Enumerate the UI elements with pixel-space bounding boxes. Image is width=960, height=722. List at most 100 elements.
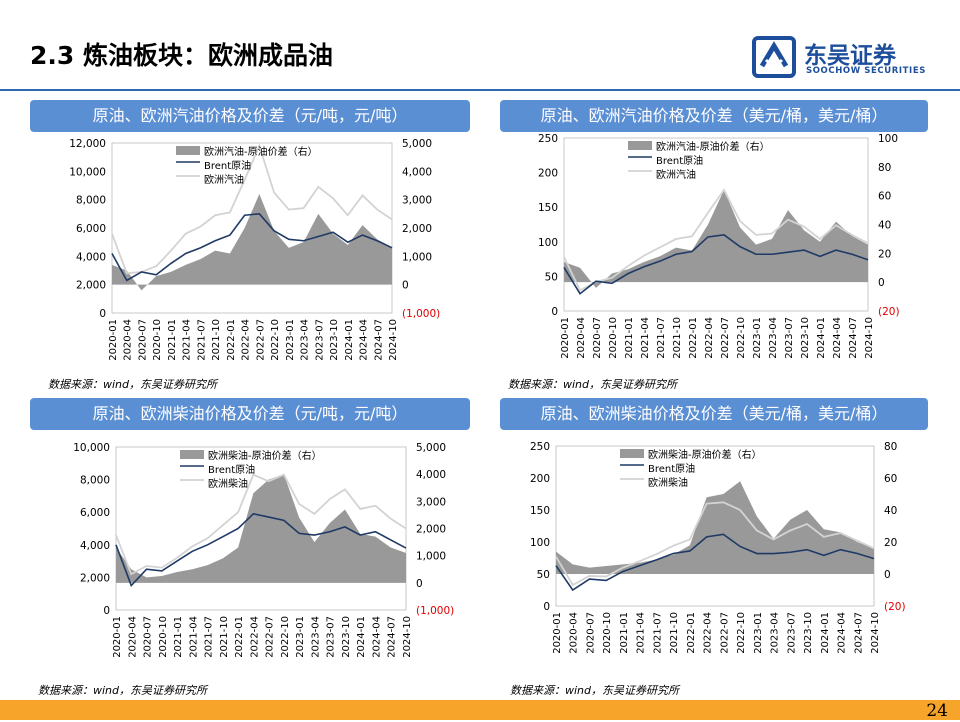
left-tick-label: 12,000 [69,138,106,150]
left-tick-label: 100 [530,537,550,549]
x-tick-label: 2020-07 [592,317,603,359]
source-note-1: 数据来源：wind，东吴证券研究所 [48,378,218,391]
x-tick-label: 2024-04 [371,616,382,658]
right-tick-label: 40 [878,220,891,232]
right-tick-label: 0 [884,569,891,581]
right-tick-label: 3,000 [416,496,446,508]
x-tick-label: 2022-10 [270,319,281,361]
spread-area [556,481,874,574]
x-tick-label: 2023-01 [752,317,763,359]
chart-1-header: 原油、欧洲汽油价格及价差（元/吨，元/吨） [30,100,470,132]
x-tick-label: 2024-04 [837,612,848,654]
left-tick-label: 2,000 [80,572,110,584]
right-tick-label: 5,000 [416,442,446,454]
left-tick-label: 8,000 [76,195,106,207]
page-number: 24 [926,701,948,721]
x-tick-label: 2022-07 [265,616,276,658]
left-tick-label: 4,000 [76,251,106,263]
left-tick-label: 150 [538,202,558,214]
right-tick-label: 60 [884,473,897,485]
legend-label: 欧洲汽油-原油价差（右） [656,140,770,153]
plot-frame [563,137,869,312]
legend-label: 欧洲汽油 [656,168,696,181]
left-tick-label: 50 [537,569,550,581]
x-tick-label: 2020-10 [152,319,163,361]
chart-gasoline-rmb: 0 2,000 4,000 6,000 8,000 10,000 12,000 (1,000)… [69,138,440,361]
left-tick-label: 10,000 [69,166,106,178]
right-tick-label: 20 [878,248,891,260]
source-note-4: 数据来源：wind，东吴证券研究所 [510,684,680,697]
x-tick-label: 2021-07 [196,319,207,361]
x-tick-label: 2020-01 [108,319,119,361]
x-tick-label: 2022-04 [249,616,260,658]
left-tick-label: 10,000 [73,442,110,454]
legend-label: Brent原油 [204,159,251,172]
left-tick-label: 6,000 [76,223,106,235]
legend-label: 欧洲汽油 [204,173,244,186]
x-tick-label: 2024-07 [387,616,398,658]
left-tick-label: 2,000 [76,280,106,292]
left-tick-label: 0 [103,605,110,617]
x-tick-label: 2020-01 [560,317,571,359]
x-tick-label: 2021-04 [188,616,199,658]
chart-4-header: 原油、欧洲柴油价格及价差（美元/桶，美元/桶） [500,398,928,430]
right-tick-label: 4,000 [416,469,446,481]
x-tick-label: 2021-04 [636,612,647,654]
chart-diesel-rmb: 0 2,000 4,000 6,000 8,000 10,000 (1,000) 0 1,000… [73,442,454,658]
x-tick-label: 2023-07 [314,319,325,361]
x-tick-label: 2022-04 [704,317,715,359]
x-tick-label: 2024-01 [816,317,827,359]
left-tick-label: 0 [551,306,558,318]
x-tick-label: 2023-10 [341,616,352,658]
x-tick-label: 2020-04 [569,612,580,654]
legend-label: 欧洲柴油 [648,476,688,489]
x-tick-label: 2023-01 [285,319,296,361]
x-tick-label: 2024-01 [356,616,367,658]
right-tick-label: 1,000 [402,251,432,263]
x-tick-label: 2022-07 [719,612,730,654]
x-tick-label: 2022-10 [280,616,291,658]
x-tick-label: 2022-01 [234,616,245,658]
header-divider [0,89,960,91]
source-note-3: 数据来源：wind，东吴证券研究所 [38,684,208,697]
right-tick-label: 4,000 [402,166,432,178]
left-tick-label: 8,000 [80,475,110,487]
legend-spread-swatch [628,141,652,150]
chart-3-header: 原油、欧洲柴油价格及价差（元/吨，元/吨） [30,398,470,430]
x-tick-label: 2024-10 [402,616,413,658]
chart-gasoline-usd: 0 50 100 150 200 250 (20) 0 20 40 60 80 100 2020-01 20… [538,133,900,359]
brent-line [115,512,407,588]
left-tick-label: 250 [538,133,558,145]
left-tick-label: 6,000 [80,507,110,519]
x-tick-label: 2021-07 [656,317,667,359]
right-tick-label: 3,000 [402,195,432,207]
right-tick-label: (1,000) [416,605,454,617]
x-tick-label: 2022-07 [720,317,731,359]
spread-area [116,474,406,583]
left-tick-label: 0 [99,308,106,320]
x-tick-label: 2024-01 [820,612,831,654]
x-tick-label: 2020-04 [123,319,134,361]
left-tick-label: 200 [538,168,558,180]
x-tick-label: 2024-04 [832,317,843,359]
x-tick-label: 2023-07 [786,612,797,654]
x-tick-label: 2021-01 [624,317,635,359]
x-tick-label: 2024-04 [359,319,370,361]
product-line [555,501,875,587]
spread-area [564,189,868,288]
x-tick-label: 2020-10 [602,612,613,654]
x-tick-label: 2023-10 [800,317,811,359]
chart-2-header: 原油、欧洲汽油价格及价差（美元/桶，美元/桶） [500,100,928,132]
legend-label: Brent原油 [208,463,255,476]
x-tick-label: 2023-10 [329,319,340,361]
x-tick-label: 2021-10 [672,317,683,359]
product-line [111,143,393,275]
x-tick-label: 2024-10 [864,317,875,359]
x-tick-label: 2023-04 [300,319,311,361]
right-tick-label: 0 [878,277,885,289]
x-tick-label: 2024-10 [388,319,399,361]
x-tick-label: 2022-04 [703,612,714,654]
x-tick-label: 2023-10 [803,612,814,654]
x-tick-label: 2020-07 [137,319,148,361]
logo-text-en: SOOCHOW SECURITIES [806,66,926,76]
